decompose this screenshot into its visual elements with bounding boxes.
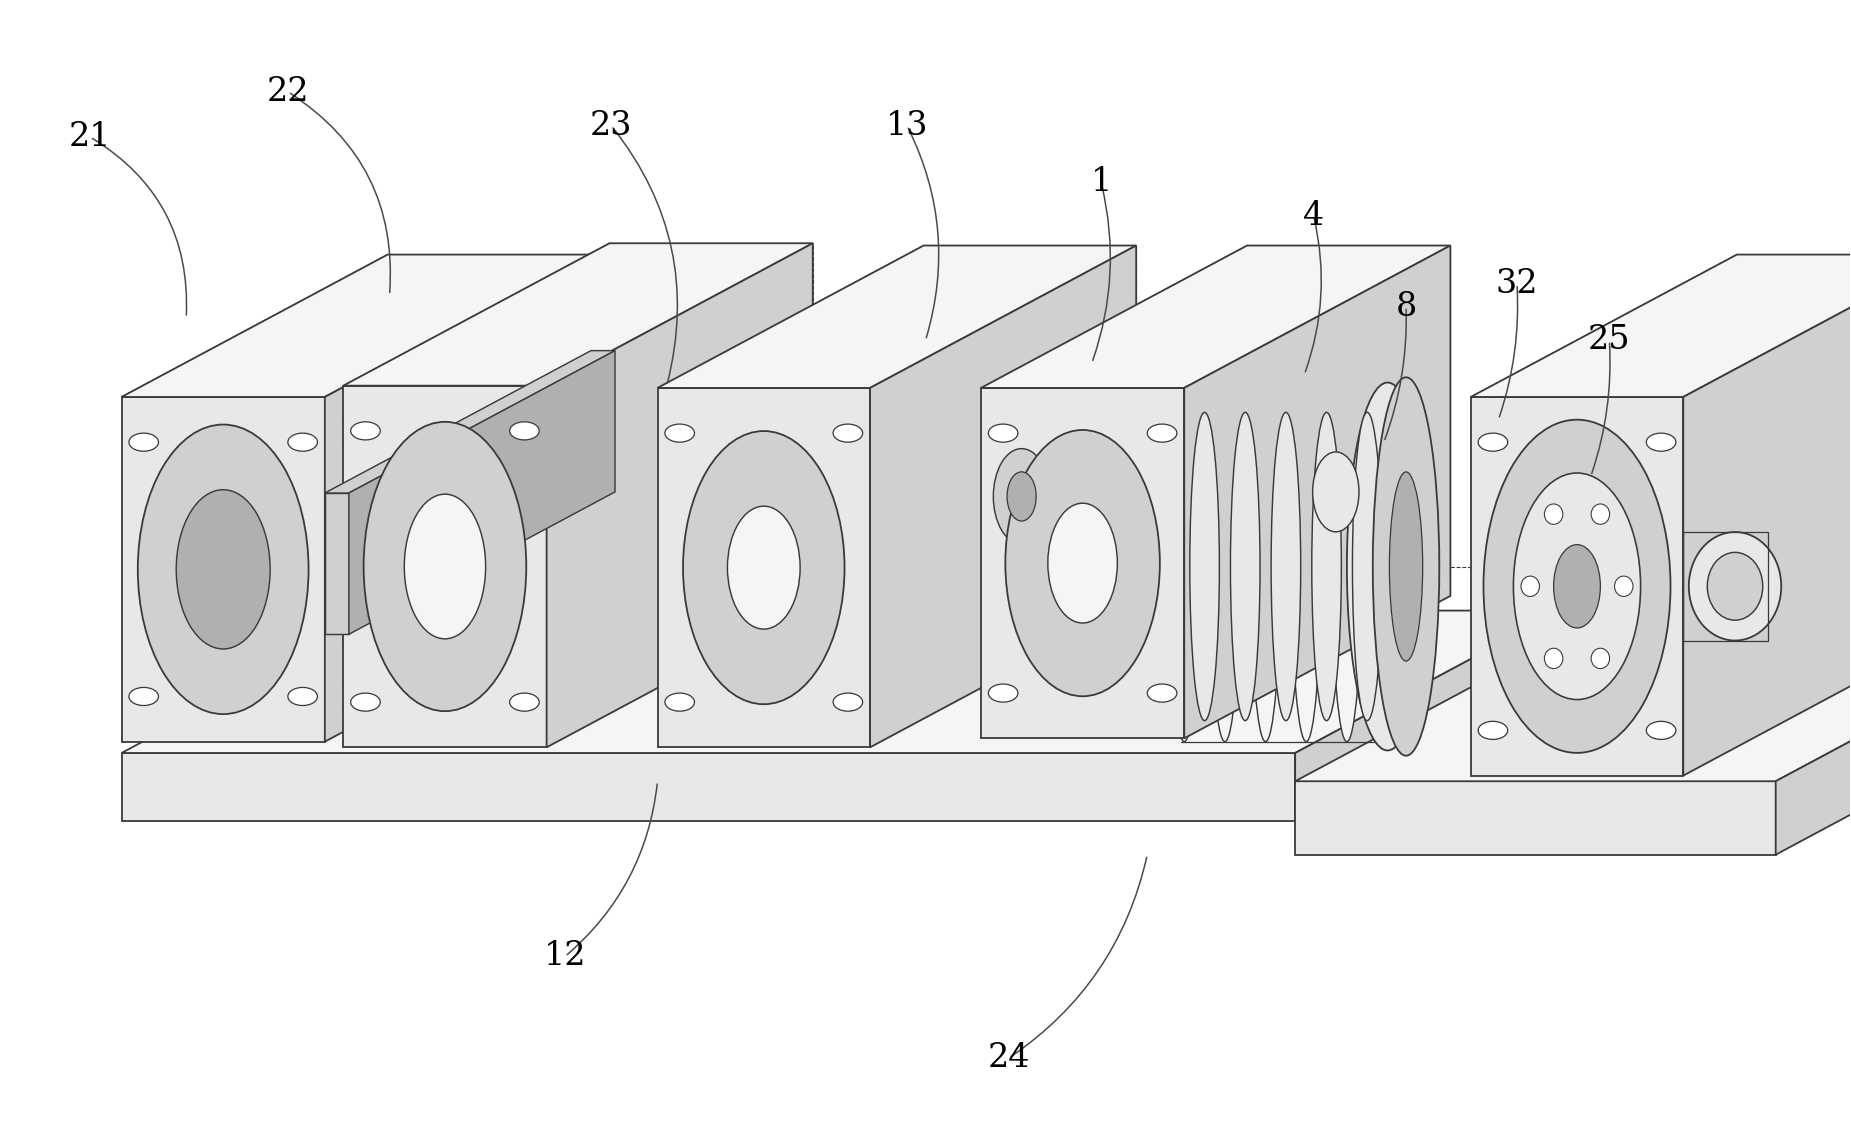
Ellipse shape bbox=[1231, 412, 1261, 721]
Ellipse shape bbox=[1333, 391, 1362, 742]
Ellipse shape bbox=[1211, 391, 1240, 742]
Ellipse shape bbox=[665, 424, 694, 442]
Polygon shape bbox=[122, 611, 1560, 753]
Ellipse shape bbox=[1251, 391, 1281, 742]
Ellipse shape bbox=[176, 489, 270, 649]
Ellipse shape bbox=[509, 693, 539, 712]
Ellipse shape bbox=[1479, 722, 1509, 740]
Ellipse shape bbox=[833, 693, 863, 712]
Polygon shape bbox=[1472, 255, 1851, 397]
Text: 32: 32 bbox=[1496, 267, 1538, 300]
Ellipse shape bbox=[1514, 472, 1640, 699]
Ellipse shape bbox=[1592, 504, 1610, 525]
Ellipse shape bbox=[1125, 674, 1177, 690]
Text: 23: 23 bbox=[590, 110, 633, 142]
Ellipse shape bbox=[1148, 684, 1177, 702]
Ellipse shape bbox=[1716, 702, 1768, 718]
Text: 22: 22 bbox=[267, 76, 309, 108]
Ellipse shape bbox=[1312, 452, 1359, 531]
Ellipse shape bbox=[1348, 383, 1429, 750]
Ellipse shape bbox=[1292, 391, 1322, 742]
Ellipse shape bbox=[665, 693, 694, 712]
Polygon shape bbox=[122, 397, 324, 742]
Polygon shape bbox=[657, 387, 870, 748]
Ellipse shape bbox=[833, 424, 863, 442]
Ellipse shape bbox=[1646, 722, 1675, 740]
Ellipse shape bbox=[1048, 503, 1118, 623]
Polygon shape bbox=[342, 244, 813, 385]
Ellipse shape bbox=[1479, 433, 1509, 451]
Text: 8: 8 bbox=[1396, 290, 1416, 323]
Ellipse shape bbox=[1272, 412, 1301, 721]
Ellipse shape bbox=[1007, 471, 1037, 521]
Text: 12: 12 bbox=[544, 940, 587, 972]
Text: 4: 4 bbox=[1303, 201, 1323, 232]
Polygon shape bbox=[1296, 782, 1775, 854]
Polygon shape bbox=[1185, 246, 1451, 739]
Polygon shape bbox=[981, 387, 1185, 739]
Ellipse shape bbox=[1592, 648, 1610, 668]
Ellipse shape bbox=[1614, 576, 1633, 596]
Ellipse shape bbox=[509, 421, 539, 440]
Polygon shape bbox=[1775, 639, 1851, 854]
Ellipse shape bbox=[848, 674, 900, 690]
Ellipse shape bbox=[683, 431, 844, 705]
Polygon shape bbox=[324, 255, 590, 742]
Polygon shape bbox=[324, 350, 615, 493]
Ellipse shape bbox=[350, 693, 379, 712]
Polygon shape bbox=[546, 244, 813, 748]
Ellipse shape bbox=[289, 433, 317, 451]
Text: 24: 24 bbox=[987, 1042, 1029, 1074]
Ellipse shape bbox=[727, 506, 800, 629]
Polygon shape bbox=[324, 493, 348, 634]
Ellipse shape bbox=[1148, 424, 1177, 442]
Ellipse shape bbox=[404, 494, 485, 639]
Polygon shape bbox=[122, 255, 590, 397]
Polygon shape bbox=[348, 350, 615, 634]
Ellipse shape bbox=[350, 421, 379, 440]
Ellipse shape bbox=[1553, 545, 1601, 628]
Ellipse shape bbox=[130, 688, 159, 706]
Ellipse shape bbox=[1390, 472, 1423, 661]
Ellipse shape bbox=[988, 684, 1018, 702]
Ellipse shape bbox=[1688, 533, 1781, 640]
Ellipse shape bbox=[1005, 429, 1161, 697]
Ellipse shape bbox=[1544, 648, 1562, 668]
Ellipse shape bbox=[1483, 419, 1670, 752]
Polygon shape bbox=[1472, 397, 1683, 776]
Ellipse shape bbox=[1646, 433, 1675, 451]
Ellipse shape bbox=[1707, 553, 1762, 620]
Ellipse shape bbox=[130, 433, 159, 451]
Ellipse shape bbox=[515, 674, 566, 690]
Ellipse shape bbox=[363, 421, 526, 712]
Text: 1: 1 bbox=[1090, 167, 1112, 198]
Polygon shape bbox=[122, 753, 1296, 820]
Ellipse shape bbox=[1312, 412, 1342, 721]
Ellipse shape bbox=[988, 424, 1018, 442]
Polygon shape bbox=[1296, 639, 1851, 782]
Polygon shape bbox=[342, 385, 546, 748]
Ellipse shape bbox=[1353, 412, 1383, 721]
Ellipse shape bbox=[137, 425, 309, 714]
Ellipse shape bbox=[1190, 412, 1220, 721]
Ellipse shape bbox=[1544, 504, 1562, 525]
Ellipse shape bbox=[329, 674, 381, 690]
Polygon shape bbox=[657, 246, 1137, 387]
Ellipse shape bbox=[289, 688, 317, 706]
Text: 25: 25 bbox=[1588, 324, 1631, 357]
Ellipse shape bbox=[1170, 391, 1199, 742]
Polygon shape bbox=[981, 246, 1451, 387]
Ellipse shape bbox=[1522, 576, 1540, 596]
Ellipse shape bbox=[1477, 702, 1529, 718]
Polygon shape bbox=[1296, 611, 1560, 820]
Text: 21: 21 bbox=[68, 121, 111, 153]
Ellipse shape bbox=[1373, 377, 1440, 756]
Polygon shape bbox=[1683, 255, 1851, 776]
Ellipse shape bbox=[994, 449, 1050, 544]
Text: 13: 13 bbox=[887, 110, 927, 142]
Polygon shape bbox=[870, 246, 1137, 748]
